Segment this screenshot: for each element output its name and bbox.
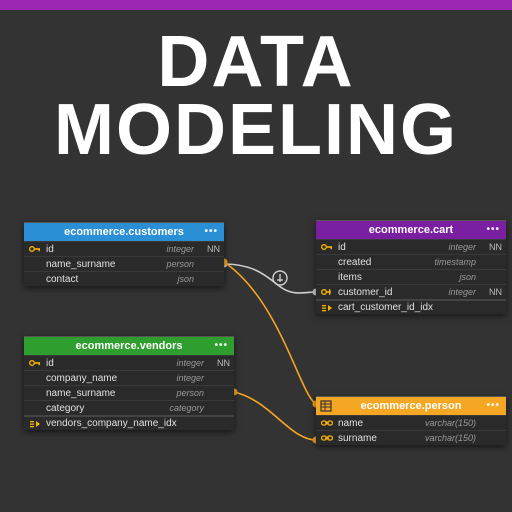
column-row[interactable]: surname varchar(150) [316, 430, 506, 445]
column-row[interactable]: created timestamp [316, 254, 506, 269]
column-type: person [166, 259, 198, 269]
index-row[interactable]: vendors_company_name_idx [24, 415, 234, 430]
index-name: cart_customer_id_idx [338, 302, 502, 313]
column-type: integer [448, 242, 480, 252]
entity-title: ecommerce.person [361, 400, 462, 412]
column-type: json [177, 274, 198, 284]
not-null-badge: NN [202, 244, 220, 254]
spacer-icon [320, 271, 334, 283]
pk-icon [320, 241, 334, 253]
entity-vendors[interactable]: ecommerce.vendors ••• id integer NN company_n… [24, 336, 234, 430]
spacer-icon [28, 402, 42, 414]
pk-icon [28, 357, 42, 369]
column-name: id [338, 242, 444, 253]
index-name: vendors_company_name_idx [46, 418, 230, 429]
spacer-icon [28, 387, 42, 399]
column-type: json [459, 272, 480, 282]
column-name: surname [338, 433, 421, 444]
column-row[interactable]: items json [316, 269, 506, 284]
column-row[interactable]: name_surname person [24, 385, 234, 400]
entity-header[interactable]: ecommerce.person ••• [316, 397, 506, 415]
not-null-badge: NN [484, 242, 502, 252]
entity-header[interactable]: ecommerce.cart ••• [316, 221, 506, 239]
link-icon [320, 417, 334, 429]
er-diagram: ecommerce.customers ••• id integer NN name_su… [0, 0, 512, 512]
more-icon[interactable]: ••• [486, 397, 500, 415]
entity-header[interactable]: ecommerce.customers ••• [24, 223, 224, 241]
column-type: integer [176, 358, 208, 368]
column-row[interactable]: category category [24, 400, 234, 415]
entity-header[interactable]: ecommerce.vendors ••• [24, 337, 234, 355]
entity-title: ecommerce.vendors [76, 340, 183, 352]
column-row[interactable]: contact json [24, 271, 224, 286]
not-null-badge: NN [484, 287, 502, 297]
pk-icon [28, 243, 42, 255]
entity-title: ecommerce.cart [369, 224, 453, 236]
spacer-icon [320, 256, 334, 268]
column-type: timestamp [434, 257, 480, 267]
entity-customers[interactable]: ecommerce.customers ••• id integer NN name_su… [24, 222, 224, 286]
column-name: created [338, 257, 430, 268]
column-type: integer [176, 373, 208, 383]
column-row[interactable]: id integer NN [316, 239, 506, 254]
spacer-icon [28, 258, 42, 270]
column-name: name_surname [46, 259, 162, 270]
index-icon [320, 302, 334, 314]
column-row[interactable]: name varchar(150) [316, 415, 506, 430]
column-name: items [338, 272, 455, 283]
entity-title: ecommerce.customers [64, 226, 184, 238]
fk-icon [320, 286, 334, 298]
column-row[interactable]: id integer NN [24, 241, 224, 256]
column-type: integer [166, 244, 198, 254]
column-row[interactable]: id integer NN [24, 355, 234, 370]
table-icon [320, 400, 332, 412]
not-null-badge: NN [212, 358, 230, 368]
column-name: company_name [46, 373, 172, 384]
more-icon[interactable]: ••• [204, 223, 218, 241]
column-row[interactable]: company_name integer [24, 370, 234, 385]
column-type: category [169, 403, 208, 413]
column-name: id [46, 244, 162, 255]
spacer-icon [28, 273, 42, 285]
column-name: name [338, 418, 421, 429]
column-name: category [46, 403, 165, 414]
spacer-icon [28, 372, 42, 384]
column-type: varchar(150) [425, 433, 480, 443]
column-name: name_surname [46, 388, 172, 399]
column-type: integer [448, 287, 480, 297]
column-type: person [176, 388, 208, 398]
link-icon [320, 432, 334, 444]
column-row[interactable]: name_surname person [24, 256, 224, 271]
index-icon [28, 418, 42, 430]
column-type: varchar(150) [425, 418, 480, 428]
column-name: contact [46, 274, 173, 285]
column-name: customer_id [338, 287, 444, 298]
more-icon[interactable]: ••• [214, 337, 228, 355]
column-row[interactable]: customer_id integer NN [316, 284, 506, 299]
column-name: id [46, 358, 172, 369]
index-row[interactable]: cart_customer_id_idx [316, 299, 506, 314]
entity-cart[interactable]: ecommerce.cart ••• id integer NN created times… [316, 220, 506, 314]
more-icon[interactable]: ••• [486, 221, 500, 239]
entity-person[interactable]: ecommerce.person•••namevarchar(150)surna… [316, 396, 506, 445]
